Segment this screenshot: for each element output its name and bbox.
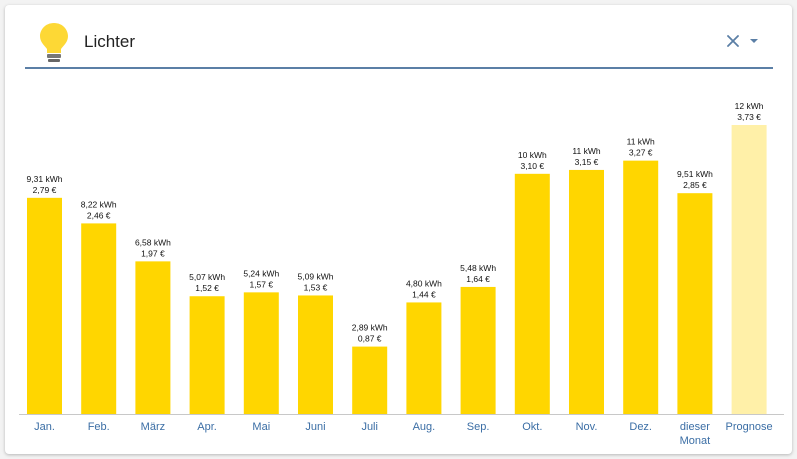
bar-energy-label: 5,07 kWh [189,272,225,282]
bar-cost-label: 1,53 € [304,282,328,292]
bar-cost-label: 3,73 € [737,112,761,122]
bar-cost-label: 2,85 € [683,180,707,190]
entity-select[interactable]: Lichter [25,17,773,69]
close-icon[interactable] [727,35,739,47]
bar-energy-label: 10 kWh [518,150,547,160]
bar[interactable] [243,292,279,414]
bar-energy-label: 4,80 kWh [406,278,442,288]
bar-energy-label: 11 kWh [572,146,600,156]
bar[interactable] [569,169,604,414]
bar[interactable] [189,296,225,414]
bar[interactable] [514,173,550,414]
energy-card: Lichter 9,31 kWh 2,79 € Jan. 8,22 kWh 2,46 €… [5,5,792,454]
category-label: Apr. [197,421,217,433]
bar[interactable] [298,295,333,414]
chevron-down-icon[interactable] [750,39,758,43]
bar-cost-label: 1,57 € [249,279,273,289]
bar-energy-label: 11 kWh [627,137,655,147]
category-label: Juli [361,421,378,433]
bar-energy-label: 5,24 kWh [243,268,279,278]
bar[interactable] [135,261,171,414]
bar[interactable] [460,286,496,414]
category-label: Jan. [34,421,55,433]
category-label: Prognose [726,421,773,433]
bar-energy-label: 12 kWh [735,101,764,111]
category-label: Dez. [629,421,652,433]
bar-cost-label: 1,64 € [466,274,490,284]
bar-cost-label: 1,52 € [195,283,219,293]
category-label: Aug. [413,421,436,433]
category-label: März [141,421,165,433]
bar-cost-label: 3,27 € [629,148,653,158]
bar[interactable] [623,160,659,414]
bar-energy-label: 5,48 kWh [460,263,496,273]
bar-cost-label: 2,46 € [87,210,111,220]
lightbulb-icon [40,23,68,62]
bar-energy-label: 2,89 kWh [352,323,388,333]
bar[interactable] [27,197,62,414]
category-label: Nov. [576,421,598,433]
category-label: Juni [305,421,325,433]
bar-energy-label: 5,09 kWh [298,271,334,281]
bar-cost-label: 2,79 € [33,185,57,195]
bar-energy-label: 9,31 kWh [27,174,63,184]
bar-energy-label: 6,58 kWh [135,237,171,247]
bar-energy-label: 8,22 kWh [81,199,117,209]
bar[interactable] [352,346,388,414]
bar-cost-label: 3,15 € [575,157,599,167]
bar-cost-label: 1,44 € [412,289,436,299]
category-label: Mai [252,421,270,433]
category-label: dieser Monat [680,421,711,447]
bar-energy-label: 9,51 kWh [677,169,713,179]
category-label: Feb. [88,421,110,433]
entity-title: Lichter [84,32,136,51]
bar[interactable] [81,223,117,414]
bar-cost-label: 1,97 € [141,248,165,258]
category-label: Sep. [467,421,490,433]
bar-cost-label: 0,87 € [358,334,382,344]
category-label: Okt. [522,421,542,433]
bar[interactable] [731,125,767,414]
bar-cost-label: 3,10 € [520,161,544,171]
bar[interactable] [677,193,713,414]
bar[interactable] [406,302,442,414]
